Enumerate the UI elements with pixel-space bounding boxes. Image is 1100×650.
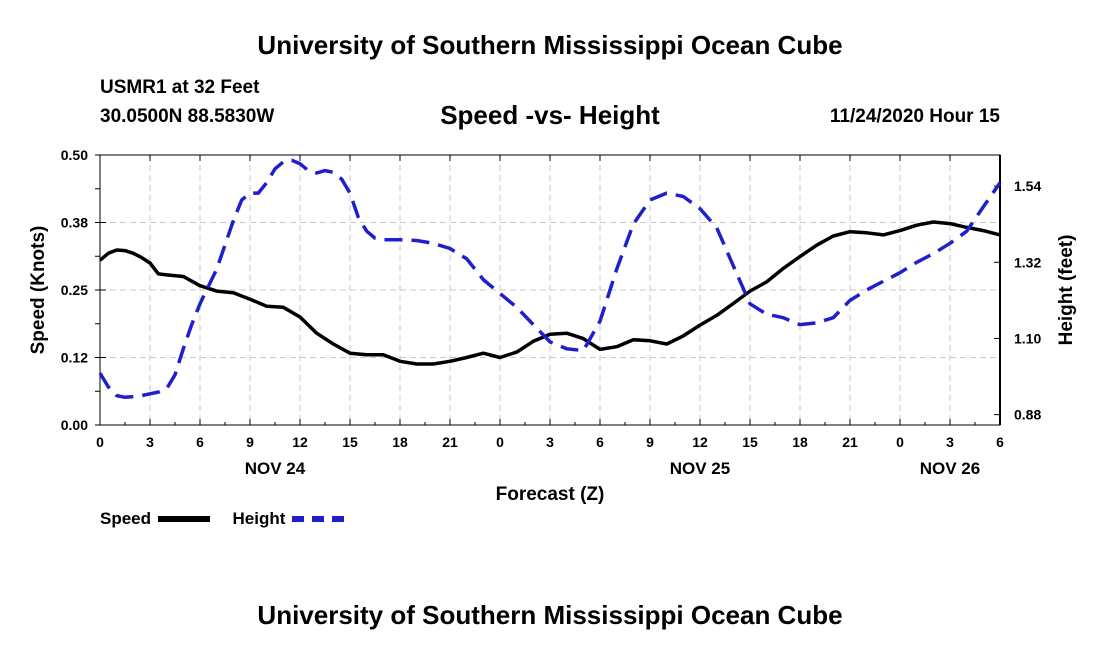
y-right-axis-label: Height (feet) [1056,235,1077,346]
x-tick-label: 3 [546,434,554,450]
y-right-tick-label: 1.32 [1014,254,1041,270]
legend-height-label: Height [232,508,286,528]
footer-title: University of Southern Mississippi Ocean… [257,600,843,630]
x-tick-label: 0 [496,434,504,450]
y-left-tick-label: 0.00 [61,417,88,433]
x-tick-label: 3 [146,434,154,450]
station-label: USMR1 at 32 Feet [100,77,260,98]
x-tick-label: 6 [196,434,204,450]
x-tick-label: 15 [342,434,358,450]
location-label: 30.0500N 88.5830W [100,106,275,127]
x-tick-label: 18 [792,434,808,450]
x-tick-label: 12 [692,434,708,450]
x-tick-label: 12 [292,434,308,450]
x-tick-label: 0 [96,434,104,450]
y-right-tick-label: 1.54 [1014,178,1041,194]
date-label: NOV 24 [245,459,306,478]
y-right-tick-label: 0.88 [1014,407,1041,423]
x-tick-label: 15 [742,434,758,450]
legend-speed-label: Speed [100,508,152,528]
x-tick-label: 21 [442,434,458,450]
x-tick-label: 9 [246,434,254,450]
x-axis-label: Forecast (Z) [496,484,605,505]
legend-height-swatch [292,515,345,522]
y-left-tick-label: 0.50 [61,147,88,163]
series-line-speed [98,220,1001,366]
x-tick-label: 9 [646,434,654,450]
y-left-tick-label: 0.12 [61,350,88,366]
series-line-height [98,158,1002,400]
x-tick-label: 6 [596,434,604,450]
y-left-axis-label: Speed (Knots) [28,226,49,355]
chart-subtitle: Speed -vs- Height [440,100,660,130]
y-left-tick-label: 0.25 [61,282,88,298]
y-right-tick-label: 1.10 [1014,330,1041,346]
date-label: NOV 25 [670,459,730,478]
chart-title: University of Southern Mississippi Ocean… [257,30,843,60]
x-tick-label: 0 [896,434,904,450]
legend: Speed Height [100,508,362,529]
x-tick-label: 3 [946,434,954,450]
legend-speed-swatch [157,515,210,522]
x-tick-label: 21 [842,434,858,450]
x-tick-label: 6 [996,434,1004,450]
y-left-tick-label: 0.38 [61,215,88,231]
datetime-label: 11/24/2020 Hour 15 [829,106,1000,127]
x-tick-label: 18 [392,434,408,450]
date-label: NOV 26 [920,459,980,478]
